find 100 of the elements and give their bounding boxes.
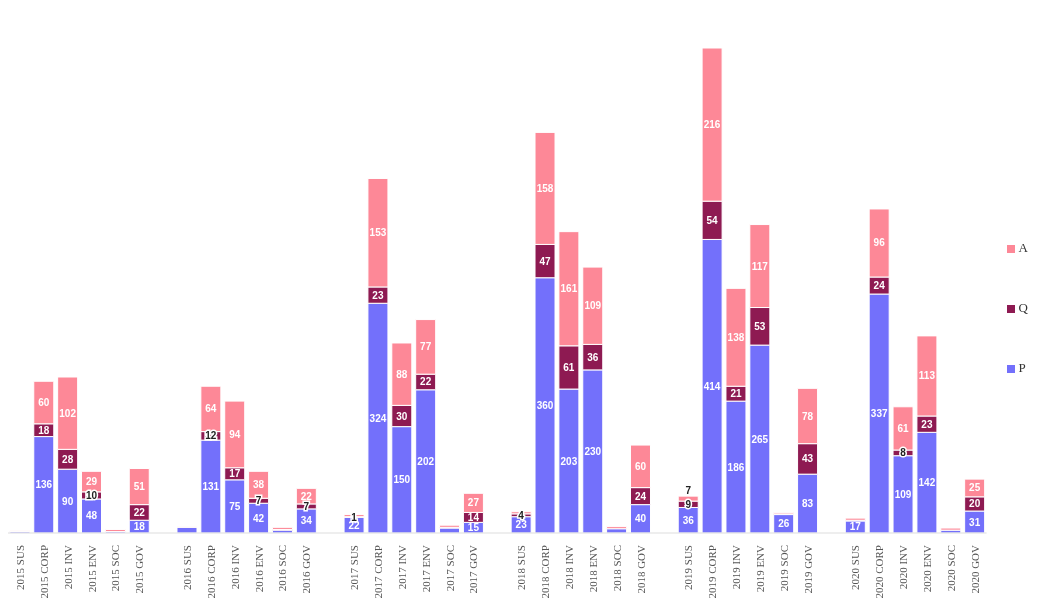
x-tick-label: 2015 SOC	[109, 545, 122, 592]
data-label: 324	[369, 412, 387, 424]
data-label: 83	[802, 498, 814, 510]
data-label: 186	[727, 461, 745, 473]
data-label: 9	[685, 498, 692, 510]
data-label: 31	[969, 516, 981, 528]
data-label: 158	[536, 182, 554, 194]
data-label: 64	[205, 403, 217, 415]
x-tick-label: 2019 SOC	[777, 545, 790, 592]
x-tick-label: 2020 INV	[897, 544, 910, 590]
data-label: 113	[918, 370, 936, 382]
data-label: 24	[634, 490, 647, 502]
data-label: 61	[563, 361, 575, 373]
data-label: 7	[303, 500, 310, 512]
x-tick-label: 2017 ENV	[419, 544, 432, 593]
data-label: 202	[417, 455, 435, 467]
data-label: 337	[870, 408, 888, 420]
x-tick-label: 2015 SUS	[13, 545, 26, 590]
x-tick-label: 2018 SUS	[515, 545, 528, 590]
data-label: 30	[396, 410, 408, 422]
x-tick-label: 2015 INV	[61, 544, 74, 590]
data-label: 18	[38, 424, 50, 436]
x-tick-label: 2017 SUS	[348, 545, 361, 590]
data-label: 131	[202, 481, 220, 493]
data-label: 29	[85, 476, 98, 488]
x-tick-label: 2019 SUS	[682, 545, 695, 590]
data-label: 24	[873, 280, 886, 292]
data-label: 36	[587, 351, 599, 363]
data-label: 138	[727, 331, 745, 343]
x-tick-label: 2020 GOV	[968, 544, 981, 594]
data-label: 42	[253, 512, 265, 524]
data-label: 22	[133, 506, 146, 518]
x-tick-label: 2016 ENV	[252, 544, 265, 593]
data-label: 22	[300, 490, 313, 502]
x-tick-label: 2018 CORP	[539, 545, 552, 599]
data-label: 38	[253, 479, 265, 491]
data-label: 78	[802, 410, 814, 422]
x-tick-label: 2017 SOC	[443, 545, 456, 592]
x-tick-label: 2015 CORP	[37, 545, 50, 599]
data-label: 15	[467, 522, 480, 534]
data-label: 7	[255, 495, 262, 507]
data-label: 51	[133, 481, 146, 493]
x-tick-label: 2020 CORP	[873, 545, 886, 599]
data-label: 34	[300, 515, 313, 527]
x-tick-label: 2018 SOC	[610, 545, 623, 592]
data-label: 90	[62, 495, 74, 507]
data-label: 17	[849, 521, 862, 533]
data-label: 109	[894, 488, 912, 500]
data-label: 22	[348, 519, 361, 531]
x-tick-label: 2016 SOC	[276, 545, 289, 592]
data-label: 23	[515, 519, 528, 531]
x-tick-label: 2019 GOV	[801, 544, 814, 594]
data-label: 25	[969, 482, 981, 494]
data-label: 96	[873, 237, 886, 249]
data-label: 61	[897, 422, 910, 434]
data-label: 21	[730, 388, 742, 400]
data-label: 18	[133, 521, 146, 533]
data-label: 17	[229, 468, 241, 480]
data-label: 117	[751, 260, 769, 272]
data-label: 94	[229, 428, 241, 440]
data-label: 136	[35, 479, 53, 491]
x-tick-label: 2018 INV	[562, 544, 575, 590]
data-label: 150	[393, 474, 411, 486]
data-label: 88	[396, 368, 408, 380]
x-tick-label: 2019 CORP	[706, 545, 719, 599]
x-tick-label: 2017 INV	[395, 544, 408, 590]
x-tick-label: 2018 ENV	[586, 544, 599, 593]
x-tick-label: 2020 ENV	[920, 544, 933, 593]
x-tick-label: 2015 GOV	[133, 544, 146, 594]
data-label: 12	[205, 430, 217, 442]
x-tick-label: 2015 ENV	[85, 544, 98, 593]
data-label: 414	[703, 380, 721, 392]
data-label: 7	[685, 484, 692, 496]
x-tick-label: 2020 SOC	[944, 545, 957, 592]
data-label: 109	[584, 300, 602, 312]
data-label: 36	[682, 514, 695, 526]
data-label: 153	[369, 227, 387, 239]
data-label: 60	[38, 397, 50, 409]
data-label: 53	[754, 320, 766, 332]
x-tick-label: 2019 INV	[729, 544, 742, 590]
data-label: 26	[778, 518, 790, 530]
x-tick-label: 2016 INV	[228, 544, 241, 590]
data-label: 54	[706, 214, 719, 226]
data-label: 28	[62, 453, 74, 465]
x-tick-label: 2016 SUS	[181, 545, 194, 590]
x-tick-label: 2017 CORP	[371, 545, 384, 599]
x-tick-label: 2019 ENV	[753, 544, 766, 593]
x-tick-label: 2016 CORP	[204, 545, 217, 599]
data-label: 20	[969, 498, 981, 510]
data-label: 23	[372, 289, 384, 301]
data-label: 230	[584, 445, 602, 457]
data-label: 40	[634, 513, 647, 525]
x-tick-label: 2017 GOV	[467, 544, 480, 594]
data-label: 102	[59, 407, 77, 419]
data-label: 22	[420, 376, 432, 388]
data-label: 161	[560, 283, 578, 295]
data-label: 142	[918, 477, 936, 489]
data-label: 47	[539, 255, 552, 267]
x-tick-label: 2018 GOV	[634, 544, 647, 594]
legend-label: P	[1018, 360, 1026, 375]
